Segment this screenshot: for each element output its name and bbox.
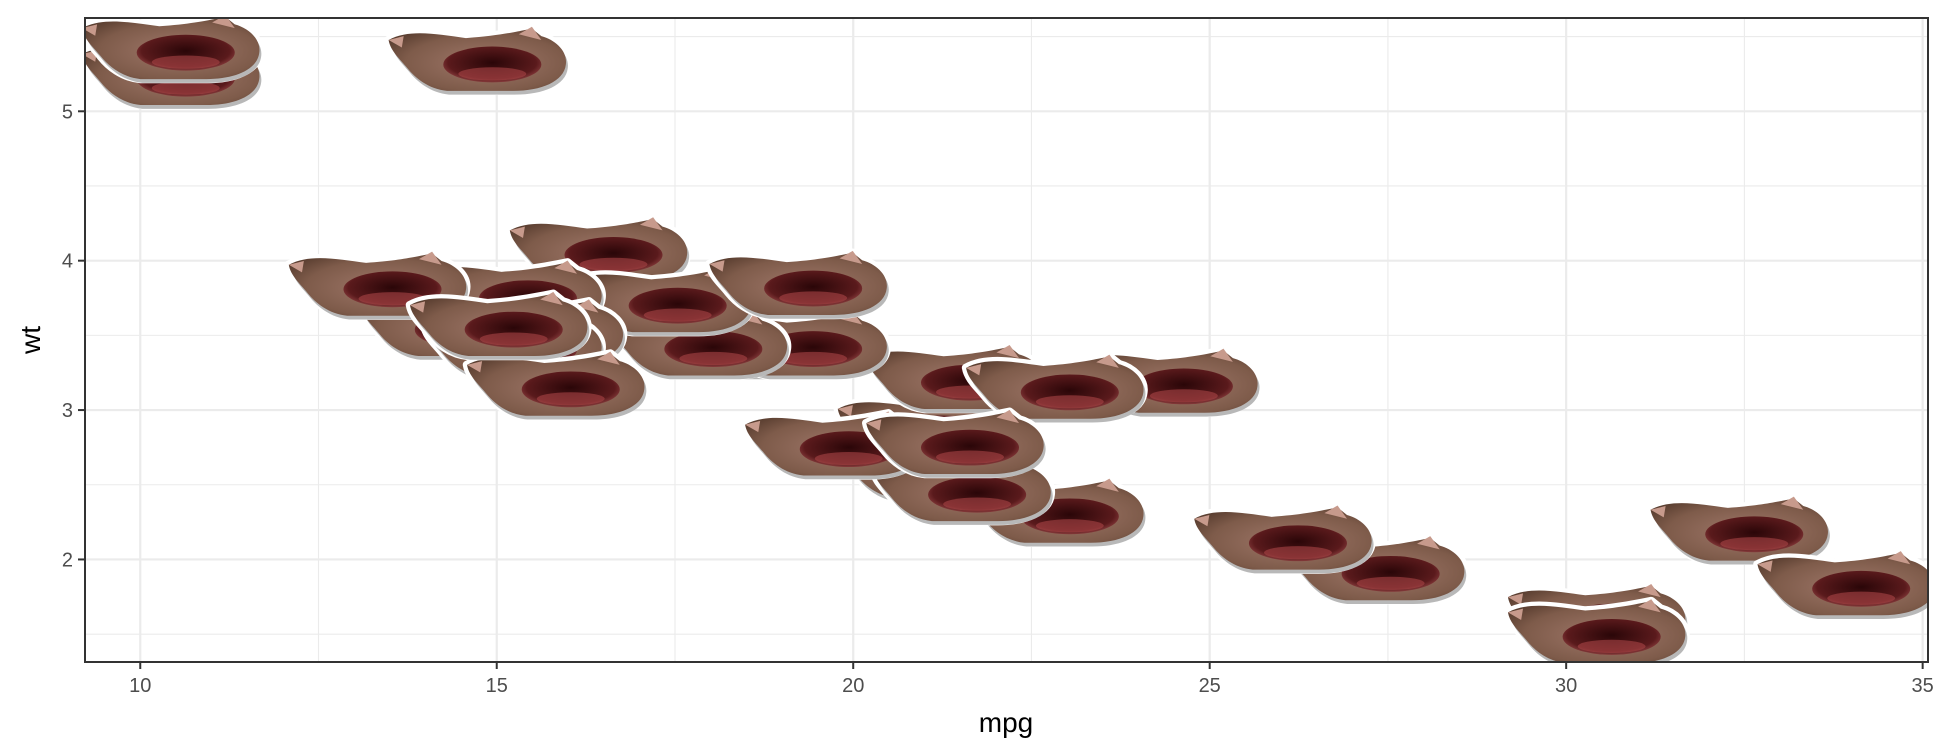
y-axis-title: wt [15,326,46,355]
x-tick-label: 35 [1912,675,1934,697]
x-tick-label: 30 [1555,675,1577,697]
panel-background [85,18,1928,662]
y-axis-ticks: 2 3 4 5 [62,101,85,571]
x-axis-ticks: 10 15 20 25 30 35 [129,662,1934,697]
x-axis-title: mpg [979,707,1033,738]
y-tick-label: 2 [62,549,73,571]
x-tick-label: 10 [129,675,151,697]
y-tick-label: 3 [62,400,73,422]
y-tick-label: 4 [62,251,73,273]
x-tick-label: 20 [842,675,864,697]
x-tick-label: 25 [1199,675,1221,697]
panel-border [84,17,1929,663]
x-tick-label: 15 [486,675,508,697]
y-tick-label: 5 [62,101,73,123]
